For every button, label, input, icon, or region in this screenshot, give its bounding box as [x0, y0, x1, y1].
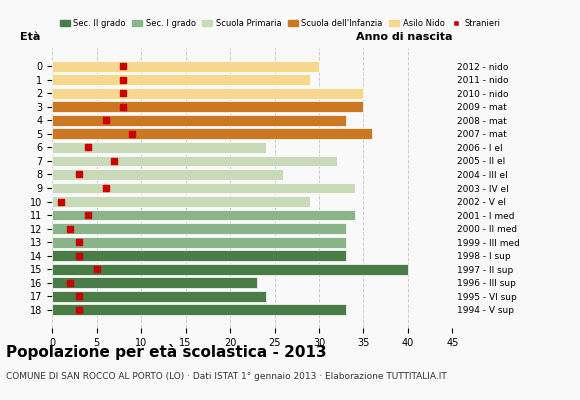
Bar — [52, 237, 346, 248]
Bar — [52, 250, 346, 261]
Bar — [52, 128, 372, 139]
Bar — [52, 142, 266, 153]
Bar — [52, 101, 364, 112]
Bar — [52, 264, 408, 275]
Text: Età: Età — [20, 32, 41, 42]
Bar — [52, 291, 266, 302]
Bar — [52, 196, 310, 207]
Text: Popolazione per età scolastica - 2013: Popolazione per età scolastica - 2013 — [6, 344, 327, 360]
Bar — [52, 88, 364, 99]
Legend: Sec. II grado, Sec. I grado, Scuola Primaria, Scuola dell'Infanzia, Asilo Nido, : Sec. II grado, Sec. I grado, Scuola Prim… — [56, 16, 504, 32]
Text: Anno di nascita: Anno di nascita — [356, 32, 452, 42]
Bar — [52, 74, 310, 85]
Text: COMUNE DI SAN ROCCO AL PORTO (LO) · Dati ISTAT 1° gennaio 2013 · Elaborazione TU: COMUNE DI SAN ROCCO AL PORTO (LO) · Dati… — [6, 372, 447, 381]
Bar — [52, 277, 257, 288]
Bar — [52, 304, 346, 315]
Bar — [52, 210, 354, 220]
Bar — [52, 115, 346, 126]
Bar — [52, 61, 319, 72]
Bar — [52, 182, 354, 194]
Bar — [52, 169, 284, 180]
Bar — [52, 156, 337, 166]
Bar — [52, 223, 346, 234]
